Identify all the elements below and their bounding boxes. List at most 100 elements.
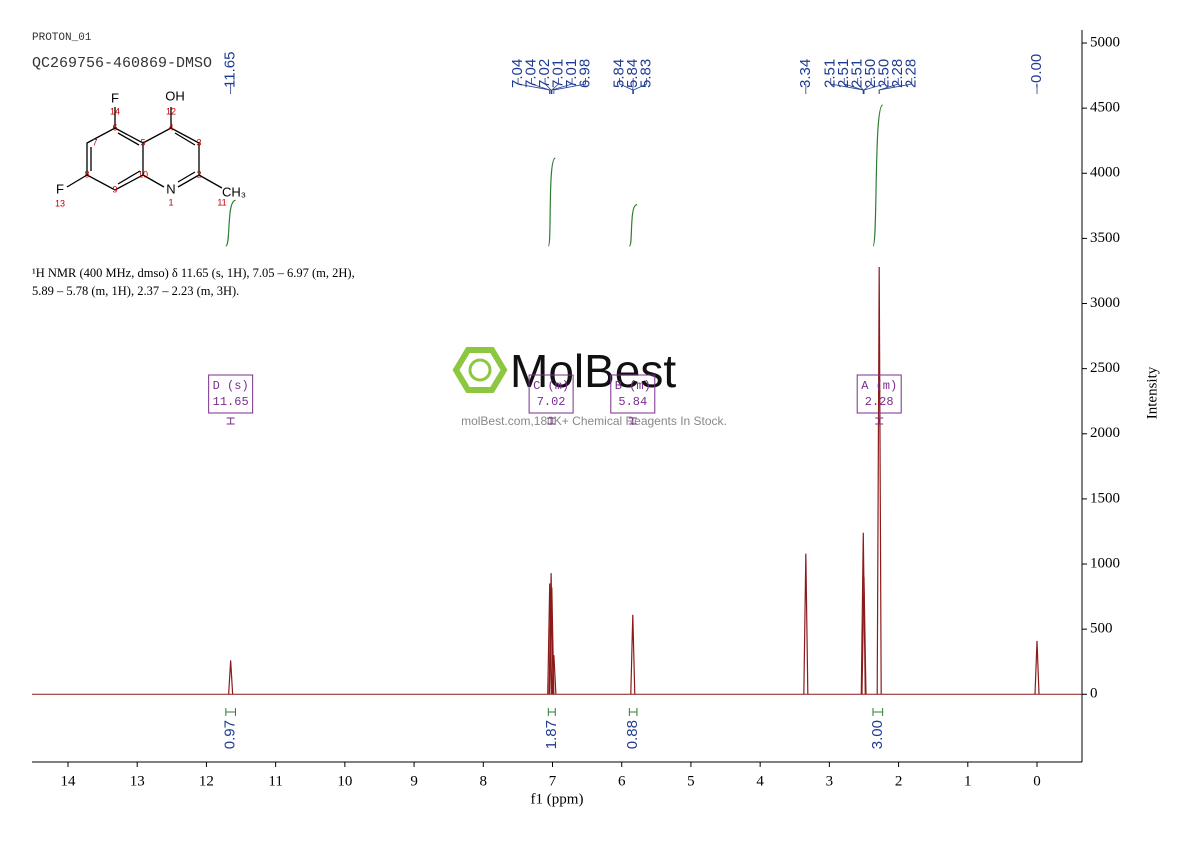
x-tick-label: 10 xyxy=(337,773,352,789)
peak-label: 2.51 xyxy=(849,59,866,88)
multiplet-label: D (s) xyxy=(213,379,249,393)
integral-bracket xyxy=(547,708,556,716)
peak xyxy=(876,267,882,695)
y-tick-label: 4500 xyxy=(1090,100,1120,116)
peak-label-leader xyxy=(878,78,913,94)
y-axis-label: Intensity xyxy=(1144,366,1160,419)
nmr-description: 5.89 – 5.78 (m, 1H), 2.37 – 2.23 (m, 3H)… xyxy=(32,284,239,298)
x-tick-label: 11 xyxy=(268,773,282,789)
peak-label: 7.02 xyxy=(536,59,553,88)
atom-number: 14 xyxy=(110,106,120,116)
peak-label-leader xyxy=(553,78,586,94)
integral-curve xyxy=(225,199,236,247)
atom-number: 2 xyxy=(196,169,201,179)
peak-label-leader xyxy=(857,78,864,94)
peak xyxy=(1034,640,1040,695)
x-tick-label: 0 xyxy=(1033,773,1041,789)
x-tick-label: 1 xyxy=(964,773,972,789)
peak-label: 7.01 xyxy=(563,59,580,88)
peak-label: 2.51 xyxy=(835,59,852,88)
atom: F xyxy=(111,90,119,105)
peak xyxy=(551,655,557,695)
y-tick-label: 3500 xyxy=(1090,230,1120,246)
sample-name: PROTON_01 xyxy=(32,32,92,44)
x-tick-label: 2 xyxy=(895,773,903,789)
integral-curve xyxy=(547,157,556,247)
x-tick-label: 14 xyxy=(60,773,76,789)
multiplet-range xyxy=(875,417,884,425)
peak-label: 2.28 xyxy=(889,59,906,88)
peak xyxy=(548,573,554,695)
structure-atoms: F OH F N CH₃ xyxy=(56,88,246,199)
integral-label: 0.97 xyxy=(222,720,239,749)
multiplet-box xyxy=(856,374,902,414)
integral-bracket xyxy=(872,708,884,716)
multiplet-shift: 2.28 xyxy=(865,395,894,409)
y-tick-label: 1500 xyxy=(1090,490,1120,506)
atom-number: 5 xyxy=(140,137,145,147)
multiplet-box xyxy=(528,374,574,414)
integral-label: 1.87 xyxy=(543,720,560,749)
y-tick-label: 5000 xyxy=(1090,34,1120,50)
peak-label: 7.04 xyxy=(523,59,540,88)
atom: CH₃ xyxy=(222,184,246,199)
peak-label-leader xyxy=(633,78,648,94)
atom-number: 1 xyxy=(168,197,173,207)
watermark-logo xyxy=(452,347,508,393)
peak-label-leader xyxy=(863,78,886,94)
peak-label: 11.65 xyxy=(222,52,239,88)
multiplet-label: A (m) xyxy=(861,379,897,393)
integral-label: 0.88 xyxy=(624,720,641,749)
x-tick-label: 3 xyxy=(826,773,834,789)
multiplet-label: C (m) xyxy=(533,379,569,393)
y-tick-label: 3000 xyxy=(1090,295,1120,311)
peak-label-leader xyxy=(551,78,573,94)
peak-label-leader xyxy=(531,78,551,94)
peak-label: 7.04 xyxy=(509,59,526,88)
peak-label: 2.51 xyxy=(822,59,839,88)
atom-number: 7 xyxy=(92,137,97,147)
multiplet-box xyxy=(610,374,656,414)
multiplet-shift: 7.02 xyxy=(537,395,566,409)
nmr-description: ¹H NMR (400 MHz, dmso) δ 11.65 (s, 1H), … xyxy=(32,266,355,280)
atom-number: 4 xyxy=(168,122,173,132)
y-tick-label: 2000 xyxy=(1090,425,1120,441)
atom-number: 9 xyxy=(112,184,117,194)
peak xyxy=(803,553,809,695)
peak-label: 6.98 xyxy=(577,59,594,88)
x-tick-label: 7 xyxy=(549,773,557,789)
x-axis-label: f1 (ppm) xyxy=(531,791,584,807)
peak-label: 5.84 xyxy=(624,59,641,88)
x-tick-label: 9 xyxy=(410,773,418,789)
y-tick-label: 1000 xyxy=(1090,555,1120,571)
structure-bonds xyxy=(66,107,223,191)
x-tick-label: 6 xyxy=(618,773,626,789)
peak xyxy=(228,660,234,695)
atom-number: 13 xyxy=(55,198,65,208)
multiplet-shift: 5.84 xyxy=(618,395,647,409)
multiplet-shift: 11.65 xyxy=(213,395,249,409)
x-tick-label: 12 xyxy=(199,773,214,789)
peak-label: -0.00 xyxy=(1028,54,1045,88)
chart-title: QC269756-460869-DMSO xyxy=(32,55,212,72)
atom-number: 6 xyxy=(112,122,117,132)
atom-number: 10 xyxy=(138,169,148,179)
peak-label: 2.50 xyxy=(862,59,879,88)
x-tick-label: 5 xyxy=(687,773,695,789)
peak-label: 5.84 xyxy=(611,59,628,88)
peak-label-leader xyxy=(544,78,552,94)
multiplet-label: B (m) xyxy=(615,379,651,393)
peak-label: 3.34 xyxy=(797,59,814,88)
x-tick-label: 8 xyxy=(480,773,488,789)
y-tick-label: 500 xyxy=(1090,621,1113,637)
peak-label: 5.83 xyxy=(638,59,655,88)
atom: OH xyxy=(165,88,185,103)
atom: N xyxy=(166,181,175,196)
multiplet-range xyxy=(547,417,556,425)
x-tick-label: 4 xyxy=(756,773,764,789)
integral-curve xyxy=(872,104,884,247)
atom-number: 8 xyxy=(84,169,89,179)
watermark-brand: MolBest xyxy=(510,345,676,397)
integral-bracket xyxy=(225,708,236,716)
